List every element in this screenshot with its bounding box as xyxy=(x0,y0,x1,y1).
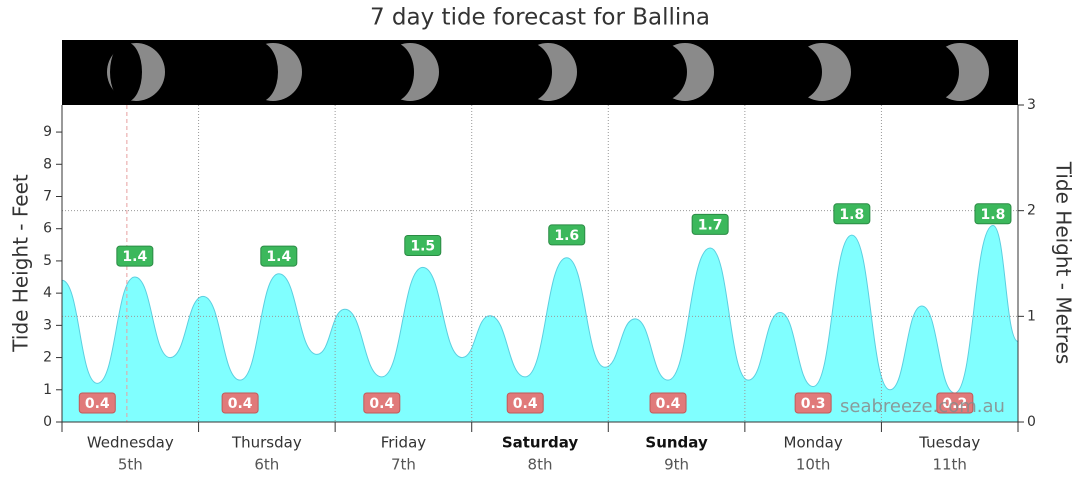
tide-label-text: 1.8 xyxy=(981,207,1006,223)
day-label: Sunday xyxy=(645,434,708,452)
moon-shadow xyxy=(110,42,142,102)
tide-label-text: 1.4 xyxy=(266,249,291,265)
tide-label-box xyxy=(691,213,729,235)
tide-label-box xyxy=(936,392,974,414)
date-label: 10th xyxy=(796,456,830,474)
tide-label-text: 0.4 xyxy=(656,396,681,412)
tide-area xyxy=(61,224,1019,423)
moon-shadow xyxy=(631,42,687,102)
low-tide-label: 0.4 xyxy=(363,392,401,414)
tide-label-text: 0.2 xyxy=(942,396,967,412)
tide-label-box xyxy=(506,392,544,414)
date-label: 11th xyxy=(932,456,966,474)
tide-label-text: 0.4 xyxy=(85,396,110,412)
date-label: 9th xyxy=(664,456,689,474)
tide-label-text: 0.3 xyxy=(801,396,826,412)
moon-shadow xyxy=(370,42,414,102)
tide-label-box xyxy=(363,392,401,414)
day-label: Friday xyxy=(381,434,427,452)
high-tide-label: 1.7 xyxy=(691,213,729,235)
y-tick-label: 8 xyxy=(43,156,52,172)
y-tick-label: 9 xyxy=(43,124,52,140)
high-tide-label: 1.4 xyxy=(116,245,154,267)
y-tick-label: 0 xyxy=(43,414,52,430)
day-label: Saturday xyxy=(502,434,579,452)
date-label: 7th xyxy=(391,456,416,474)
y2-tick-label: 3 xyxy=(1027,97,1036,113)
moon-shadow xyxy=(897,41,959,103)
date-label: 5th xyxy=(118,456,143,474)
day-label: Tuesday xyxy=(918,434,980,452)
tide-label-text: 0.4 xyxy=(228,396,253,412)
moon-shadow xyxy=(240,42,278,102)
tide-label-box xyxy=(794,392,832,414)
day-label: Thursday xyxy=(231,434,302,452)
date-label: 8th xyxy=(528,456,553,474)
low-tide-label: 0.2 xyxy=(936,392,974,414)
tide-label-box xyxy=(974,203,1012,225)
low-tide-label: 0.4 xyxy=(78,392,116,414)
y-tick-label: 7 xyxy=(43,188,52,204)
y-tick-label: 1 xyxy=(43,382,52,398)
low-tide-label: 0.4 xyxy=(221,392,259,414)
high-tide-label: 1.5 xyxy=(404,235,442,256)
tide-label-text: 1.7 xyxy=(698,217,723,233)
high-tide-label: 1.4 xyxy=(260,245,298,267)
low-tide-label: 0.4 xyxy=(649,392,687,414)
chart-title: 7 day tide forecast for Ballina xyxy=(370,5,710,31)
y2-tick-label: 0 xyxy=(1027,414,1036,430)
tide-label-text: 0.4 xyxy=(369,396,394,412)
moon-shadow xyxy=(502,42,552,102)
tide-label-box xyxy=(548,224,586,246)
moon-shadow xyxy=(762,42,822,102)
y2-axis-title: Tide Height - Metres xyxy=(1052,161,1076,364)
tide-label-box xyxy=(221,392,259,414)
y-tick-label: 2 xyxy=(43,350,52,366)
tide-label-text: 1.5 xyxy=(410,239,435,255)
watermark: seabreeze.com.au xyxy=(840,396,1005,417)
y-axis-title: Tide Height - Feet xyxy=(9,174,33,353)
tide-label-box xyxy=(404,235,442,256)
y-tick-label: 6 xyxy=(43,221,52,237)
y2-tick-label: 2 xyxy=(1027,203,1036,219)
tide-label-box xyxy=(833,203,871,225)
day-label: Wednesday xyxy=(87,434,174,452)
day-label: Monday xyxy=(784,434,843,452)
tide-label-box xyxy=(78,392,116,414)
tide-label-text: 1.6 xyxy=(554,228,579,244)
low-tide-label: 0.4 xyxy=(506,392,544,414)
y2-tick-label: 1 xyxy=(1027,308,1036,324)
y-tick-label: 5 xyxy=(43,253,52,269)
y-tick-label: 3 xyxy=(43,317,52,333)
moon-strip xyxy=(62,40,1018,105)
tide-label-text: 0.4 xyxy=(513,396,538,412)
y-tick-label: 4 xyxy=(43,285,52,301)
low-tide-label: 0.3 xyxy=(794,392,832,414)
high-tide-label: 1.8 xyxy=(833,203,871,225)
date-label: 6th xyxy=(254,456,279,474)
tide-label-text: 1.8 xyxy=(839,207,864,223)
tide-label-box xyxy=(649,392,687,414)
tide-label-box xyxy=(260,245,298,267)
high-tide-label: 1.6 xyxy=(548,224,586,246)
tide-label-text: 1.4 xyxy=(122,249,147,265)
high-tide-label: 1.8 xyxy=(974,203,1012,225)
tide-label-box xyxy=(116,245,154,267)
